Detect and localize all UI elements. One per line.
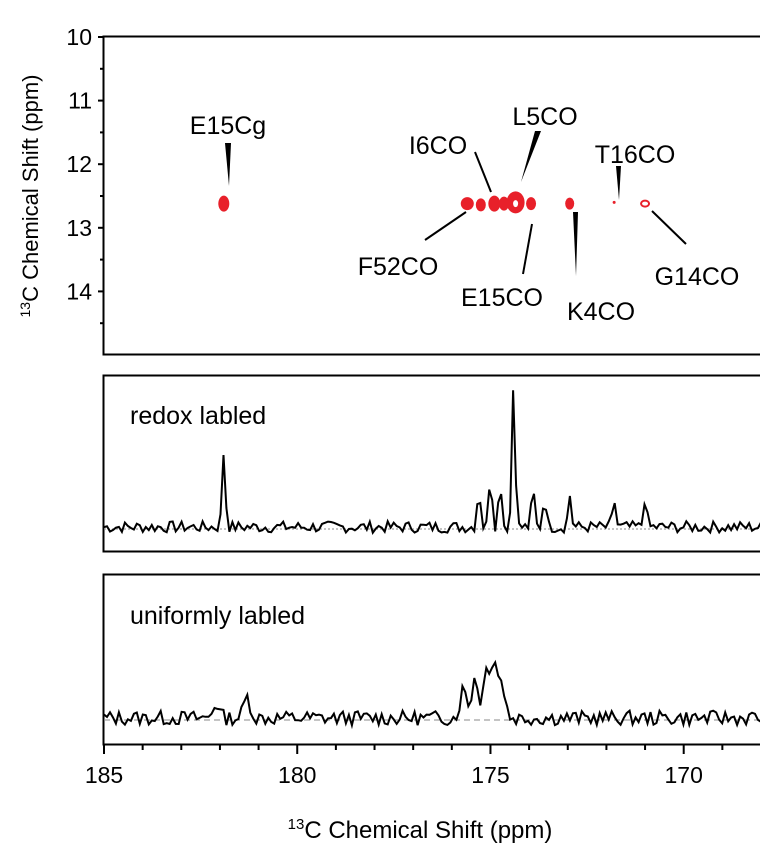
label-k4co: K4CO bbox=[567, 298, 635, 326]
label-t16co: T16CO bbox=[595, 141, 676, 169]
y-tick-label: 13 bbox=[66, 215, 92, 241]
x-tick-label: 180 bbox=[278, 762, 316, 788]
uniform-trace bbox=[103, 659, 760, 730]
label-l5co: L5CO bbox=[512, 103, 577, 131]
label-e15cg: E15Cg bbox=[190, 112, 266, 140]
peak-lobe bbox=[498, 196, 509, 211]
redox-spectrum-frame bbox=[102, 374, 760, 553]
redox-label: redox labled bbox=[130, 402, 266, 430]
uniform-label: uniformly labled bbox=[130, 602, 305, 630]
peak-e15cg bbox=[218, 195, 230, 212]
y-axis-label: 13C Chemical Shift (ppm) bbox=[17, 75, 43, 318]
x-axis-label: 13C Chemical Shift (ppm) bbox=[288, 816, 553, 844]
redox-trace bbox=[103, 390, 760, 535]
peak-t16co bbox=[612, 200, 616, 204]
leader-e15co bbox=[522, 223, 533, 275]
peak-e15co bbox=[526, 197, 537, 211]
leader-t16co bbox=[616, 166, 621, 200]
spectrum-2d-frame bbox=[102, 35, 760, 356]
leader-k4co bbox=[573, 212, 578, 276]
uniform-spectrum-frame bbox=[102, 573, 760, 746]
peak-labels: E15Cg I6CO L5CO T16CO F52CO E15CO K4CO G14CO bbox=[190, 103, 740, 326]
peak-lobe bbox=[475, 198, 486, 212]
y-tick-label: 11 bbox=[68, 88, 92, 114]
peak-i6co bbox=[488, 195, 501, 212]
peak-k4co bbox=[565, 197, 575, 210]
leader-g14co bbox=[651, 210, 687, 245]
y-tick-label: 12 bbox=[66, 151, 92, 177]
peaks-2d bbox=[218, 191, 651, 214]
y-axis-label-sup: 13 bbox=[17, 302, 33, 318]
leader-l5co bbox=[521, 131, 541, 182]
y-tick-label: 10 bbox=[66, 24, 92, 50]
x-tick-label: 185 bbox=[85, 762, 123, 788]
label-e15co: E15CO bbox=[461, 284, 543, 312]
x-tick-label: 170 bbox=[665, 762, 703, 788]
y-axis-2d: 10 11 12 13 14 bbox=[66, 24, 104, 325]
y-axis-label-text: C Chemical Shift (ppm) bbox=[18, 75, 43, 302]
leader-f52co bbox=[424, 211, 467, 241]
leader-i6co bbox=[474, 151, 492, 193]
label-f52co: F52CO bbox=[358, 253, 439, 281]
peak-f52co bbox=[460, 197, 474, 211]
x-axis: 185 180 175 170 bbox=[85, 745, 724, 788]
x-axis-label-text: C Chemical Shift (ppm) bbox=[304, 817, 552, 844]
label-g14co: G14CO bbox=[655, 263, 740, 291]
label-i6co: I6CO bbox=[409, 132, 467, 160]
peak-leaders bbox=[225, 131, 687, 276]
x-axis-label-sup: 13 bbox=[288, 816, 305, 833]
peak-g14co bbox=[640, 199, 651, 208]
y-tick-label: 14 bbox=[66, 278, 92, 304]
peak-contour-hole bbox=[513, 200, 519, 208]
x-tick-label: 175 bbox=[471, 762, 509, 788]
leader-e15cg bbox=[225, 143, 231, 186]
